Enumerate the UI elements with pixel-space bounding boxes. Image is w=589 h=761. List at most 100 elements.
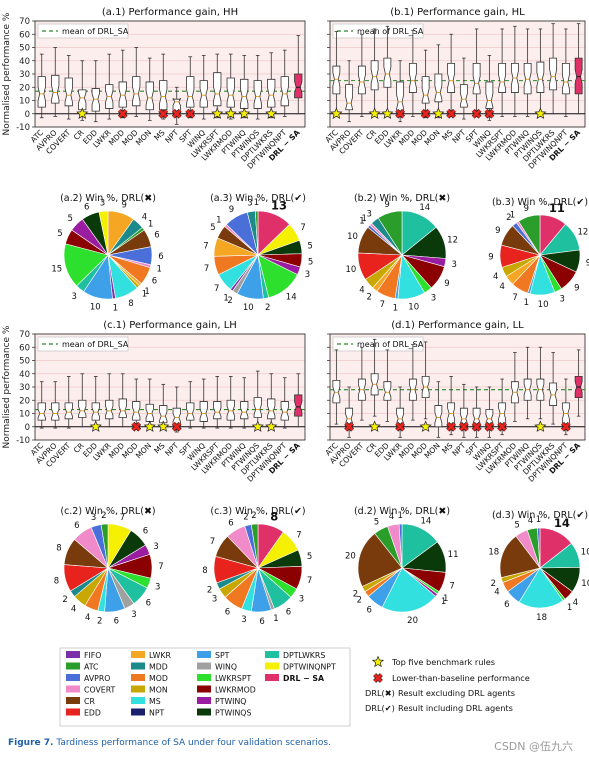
cross-marker bbox=[185, 108, 196, 119]
y-tick-label: 10 bbox=[19, 410, 30, 420]
legend-label: CR bbox=[84, 697, 95, 706]
legend-label: LWKR bbox=[149, 651, 171, 660]
star-marker bbox=[265, 420, 278, 432]
marker-legend-label: Lower-than-baseline performance bbox=[392, 673, 530, 683]
cross-stroke bbox=[484, 422, 494, 432]
legend-swatch bbox=[265, 651, 279, 658]
pie-label: 7 bbox=[449, 581, 454, 591]
cross-marker bbox=[117, 108, 128, 119]
legend-label: EDD bbox=[84, 709, 101, 718]
legend-swatch bbox=[66, 685, 80, 693]
pie-label: 1 bbox=[397, 511, 402, 521]
box-body bbox=[186, 402, 195, 421]
cross-marker bbox=[344, 421, 355, 432]
box-body bbox=[267, 398, 276, 420]
box-PTWINQ bbox=[240, 377, 249, 429]
box-PTWINQ bbox=[523, 28, 532, 117]
box-body bbox=[37, 76, 46, 108]
pie-label: 6 bbox=[225, 607, 230, 617]
pie-label: 1 bbox=[113, 304, 118, 314]
box-body bbox=[434, 73, 443, 103]
pie-label: 3 bbox=[71, 292, 76, 302]
box-COVERT bbox=[64, 55, 73, 120]
pie-label: 7 bbox=[120, 513, 125, 523]
box-body bbox=[159, 80, 168, 111]
pie-label: 1 bbox=[510, 211, 515, 221]
box-COVERT bbox=[64, 375, 73, 429]
mean-legend-label: mean of DRL_SA bbox=[357, 27, 424, 36]
box-body bbox=[498, 63, 507, 93]
pie-label: 15 bbox=[51, 265, 62, 275]
y-tick-label: 50 bbox=[19, 44, 30, 54]
cross-marker bbox=[560, 421, 571, 432]
legend-swatch bbox=[66, 651, 80, 658]
pie-label: 3 bbox=[91, 513, 96, 523]
star-marker bbox=[157, 420, 170, 432]
pie-label: 2 bbox=[491, 579, 496, 589]
pie-label: 9 bbox=[121, 201, 126, 211]
cross-stroke bbox=[118, 109, 128, 119]
y-tick-label: 50 bbox=[19, 357, 30, 367]
legend-swatch bbox=[131, 685, 145, 693]
pie-label: 2 bbox=[366, 293, 371, 303]
box-body bbox=[105, 399, 114, 420]
pie-label: 2 bbox=[265, 303, 270, 313]
box-MS bbox=[159, 53, 168, 120]
box-LWKRSPT bbox=[213, 53, 222, 119]
legend-label: DPTLWKRS bbox=[283, 651, 325, 660]
marker-legend-prefix: DRL(✔) bbox=[365, 703, 395, 713]
box-body bbox=[280, 76, 289, 107]
box-body bbox=[240, 401, 249, 420]
pie-slice bbox=[381, 567, 437, 613]
pie-label: 9 bbox=[574, 283, 579, 293]
pie-label: 6 bbox=[143, 527, 148, 537]
legend-label: NPT bbox=[149, 709, 165, 718]
box-body bbox=[51, 402, 60, 421]
cross-stroke bbox=[172, 109, 182, 119]
pie-label-drl: 8 bbox=[270, 510, 278, 524]
box-body bbox=[118, 81, 127, 108]
box-MDD bbox=[408, 344, 417, 421]
box-MDD bbox=[118, 49, 127, 119]
cross-marker bbox=[446, 108, 457, 119]
y-tick-label: 30 bbox=[19, 383, 30, 393]
pie-label: 9 bbox=[495, 226, 500, 236]
box-CR bbox=[78, 60, 87, 121]
box-WINQ bbox=[199, 378, 208, 429]
pie-label: 1 bbox=[567, 603, 572, 613]
cross-marker bbox=[458, 421, 469, 432]
pie-label: 1 bbox=[254, 198, 259, 208]
pie-label: 11 bbox=[448, 550, 459, 560]
box-body bbox=[267, 78, 276, 108]
pie-slice bbox=[250, 523, 259, 569]
pie-label: 3 bbox=[212, 595, 217, 605]
pie-label: 7 bbox=[203, 241, 208, 251]
box-body bbox=[294, 73, 303, 99]
pie-label: 3 bbox=[366, 209, 371, 219]
pie-label: 5 bbox=[210, 223, 215, 233]
box-body bbox=[294, 394, 303, 417]
cross-marker bbox=[446, 421, 457, 432]
pie-label: 6 bbox=[366, 606, 371, 616]
pie-label: 3 bbox=[559, 295, 564, 305]
y-tick-label: 60 bbox=[19, 30, 30, 40]
pie-label: 2 bbox=[227, 296, 232, 306]
cross-stroke bbox=[421, 109, 431, 119]
box-LWKRMOD bbox=[226, 375, 235, 429]
cross-stroke bbox=[472, 422, 482, 432]
panel-title: (d.1) Performance gain, LL bbox=[391, 320, 524, 331]
box-body bbox=[549, 382, 558, 406]
pie-label: 4 bbox=[573, 598, 578, 608]
panel-title: (c.1) Performance gain, LH bbox=[103, 320, 237, 331]
pie-label: 1 bbox=[361, 214, 366, 224]
legend-label: DPTWINQNPT bbox=[283, 663, 336, 672]
star-marker bbox=[211, 107, 224, 119]
star-marker bbox=[330, 107, 343, 119]
mean-legend-box bbox=[332, 336, 424, 352]
y-tick-label: 70 bbox=[19, 330, 30, 340]
box-MDD bbox=[408, 29, 417, 117]
cross-marker bbox=[497, 421, 508, 432]
pie-label: 3 bbox=[305, 270, 310, 280]
box-PTWINQ bbox=[240, 55, 249, 119]
box-LWKRSPT bbox=[498, 28, 507, 117]
